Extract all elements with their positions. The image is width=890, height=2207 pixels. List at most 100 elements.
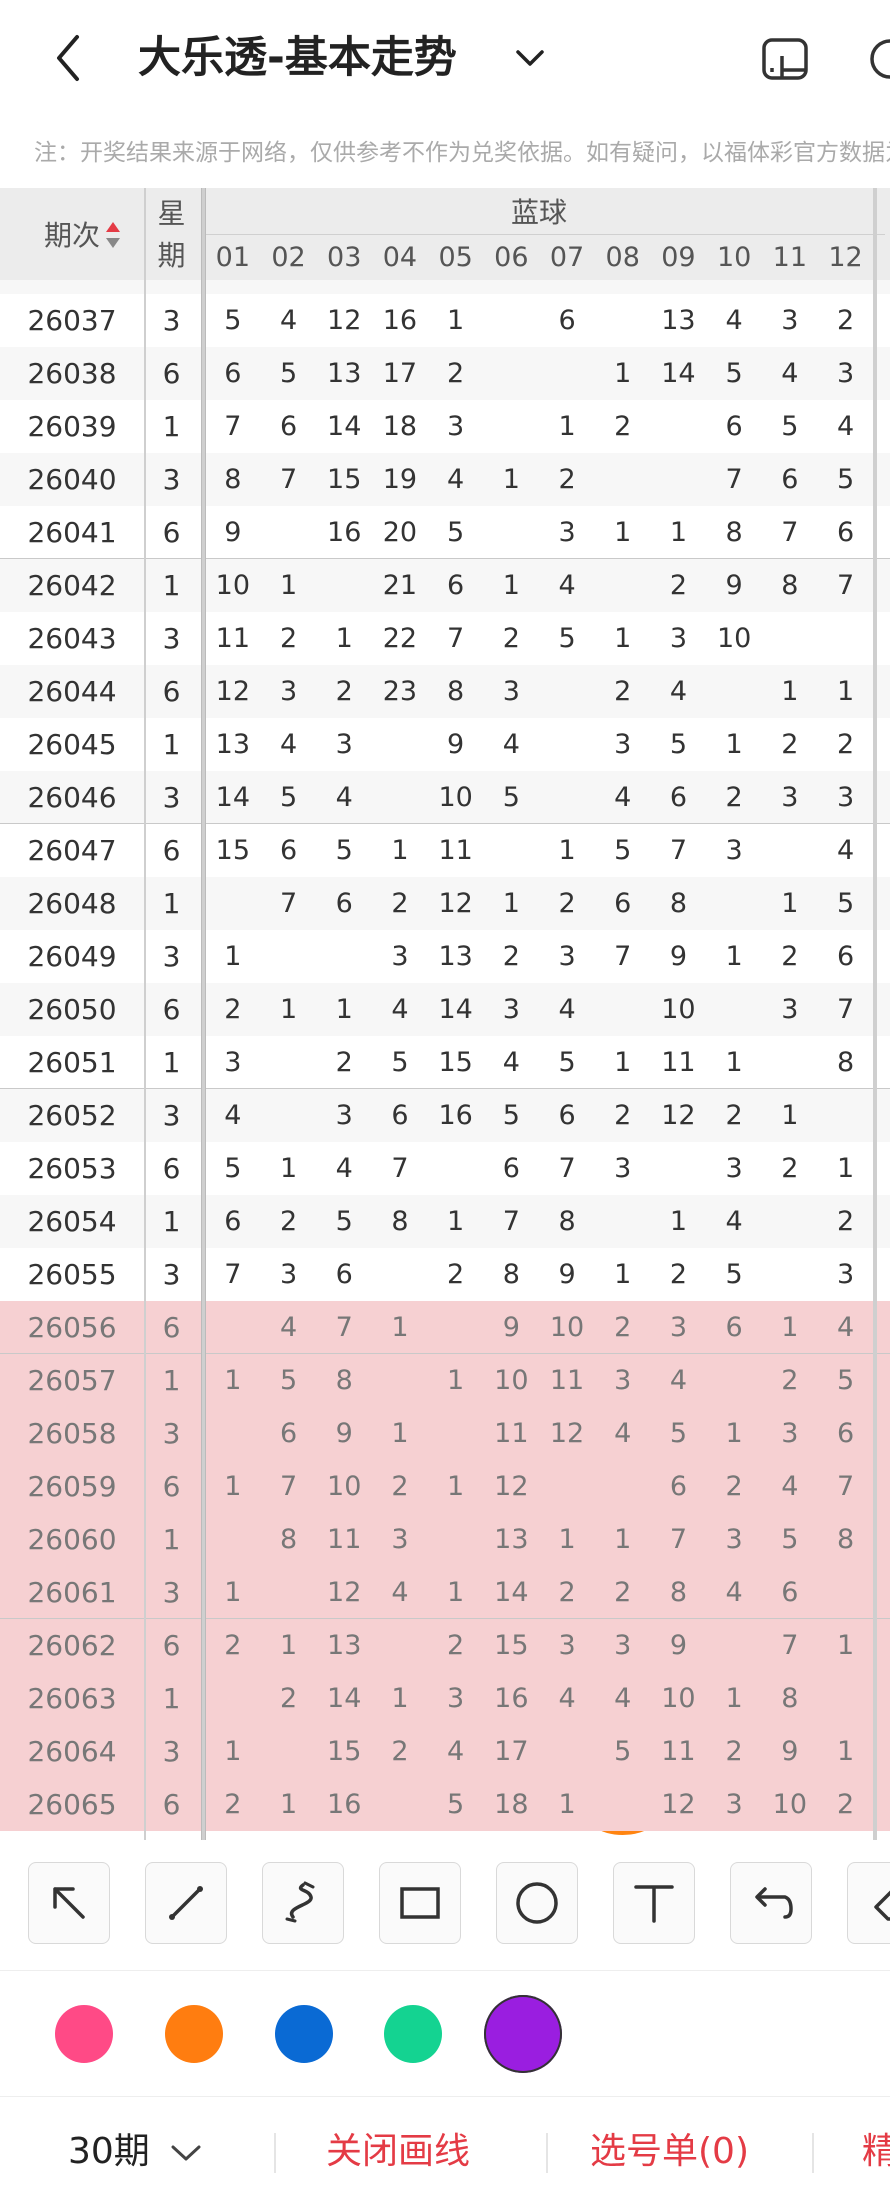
miss-count-cell: 6 [391, 1100, 409, 1131]
miss-count-cell: 1 [614, 623, 632, 654]
miss-count-cell: 2 [614, 1577, 632, 1608]
miss-count-cell: 7 [279, 1471, 298, 1502]
miss-count-cell: 21 [382, 570, 418, 601]
weekday-cell: 1 [162, 1046, 181, 1079]
miss-count-cell: 4 [502, 1047, 520, 1078]
miss-count-cell: 8 [781, 570, 799, 601]
miss-count-cell: 6 [279, 835, 298, 866]
column-header-12: 12 [828, 241, 863, 273]
miss-count-cell: 6 [836, 1418, 855, 1449]
color-swatch[interactable] [384, 2005, 442, 2063]
miss-count-cell: 2 [502, 941, 520, 972]
table-row [0, 771, 890, 824]
weekday-header-line1: 星 [157, 197, 186, 230]
miss-count-cell: 13 [215, 729, 251, 760]
miss-count-cell: 3 [224, 1047, 242, 1078]
miss-count-cell: 8 [725, 517, 743, 548]
table-row [0, 400, 890, 453]
title-dropdown-button[interactable] [512, 36, 548, 80]
color-swatch[interactable] [275, 2005, 333, 2063]
miss-count-cell: 1 [781, 1100, 799, 1131]
color-swatch[interactable] [484, 1995, 562, 2073]
miss-count-cell: 1 [224, 1471, 242, 1502]
miss-count-cell: 11 [661, 1047, 696, 1078]
period-cell: 26039 [27, 410, 117, 443]
color-swatch[interactable] [165, 2005, 223, 2063]
miss-count-cell: 3 [836, 358, 855, 389]
miss-count-cell: 6 [558, 1100, 576, 1131]
period-cell: 26037 [27, 304, 117, 337]
period-cell: 26056 [27, 1311, 117, 1344]
table-row [0, 294, 890, 347]
table-row [0, 1089, 890, 1142]
miss-count-cell: 1 [391, 1418, 409, 1449]
miss-count-cell: 1 [836, 676, 855, 707]
miss-count-cell: 4 [725, 305, 743, 336]
table-row [0, 1513, 890, 1566]
miss-count-cell: 2 [224, 994, 242, 1025]
selection-list-button[interactable]: 选号单(0) [590, 2131, 749, 2172]
weekday-cell: 3 [162, 781, 181, 814]
miss-count-cell: 3 [279, 1259, 298, 1290]
table-row [0, 930, 890, 983]
circle-tool-icon [516, 1882, 558, 1924]
miss-count-cell: 5 [725, 358, 743, 389]
miss-count-cell: 8 [391, 1206, 409, 1237]
miss-count-cell: 9 [335, 1418, 353, 1449]
sort-icon[interactable] [104, 220, 122, 250]
color-swatch[interactable] [55, 2005, 113, 2063]
miss-count-cell: 2 [224, 1630, 242, 1661]
miss-count-cell: 6 [781, 464, 799, 495]
circle-tool-button[interactable] [496, 1862, 578, 1944]
miss-count-cell: 1 [836, 1736, 855, 1767]
table-row [0, 1301, 890, 1354]
miss-count-cell: 5 [836, 1365, 855, 1396]
rectangle-tool-button[interactable] [379, 1862, 461, 1944]
grid-line [205, 234, 885, 235]
text-tool-button[interactable] [613, 1862, 695, 1944]
miss-count-cell: 1 [558, 835, 576, 866]
undo-tool-button[interactable] [730, 1862, 812, 1944]
miss-count-cell: 4 [279, 729, 298, 760]
more-circle-button[interactable] [862, 34, 890, 84]
miss-count-cell: 2 [836, 729, 855, 760]
miss-count-cell: 7 [558, 1153, 576, 1184]
column-header-08: 08 [605, 241, 640, 273]
miss-count-cell: 11 [327, 1524, 362, 1555]
layout-toggle-button[interactable] [758, 34, 814, 84]
weekday-header-line2: 期 [157, 239, 186, 272]
miss-count-cell: 5 [502, 1100, 520, 1131]
line-tool-button[interactable] [145, 1862, 227, 1944]
period-cell: 26059 [27, 1470, 117, 1503]
miss-count-cell: 2 [836, 1789, 855, 1820]
table-row [0, 1036, 890, 1089]
miss-count-cell: 2 [558, 1577, 576, 1608]
miss-count-cell: 8 [224, 464, 242, 495]
text-tool-icon [634, 1885, 674, 1923]
table-row [0, 347, 890, 400]
curve-tool-button[interactable] [262, 1862, 344, 1944]
miss-count-cell: 2 [725, 782, 743, 813]
arrow-tool-button[interactable] [28, 1862, 110, 1944]
miss-count-cell: 6 [725, 1312, 743, 1343]
miss-count-cell: 6 [614, 888, 632, 919]
chevron-down-icon [516, 50, 544, 66]
back-button[interactable] [48, 30, 88, 86]
table-row [0, 718, 890, 771]
grid-line [0, 1088, 890, 1089]
column-header-period: 期次 [44, 219, 101, 252]
miss-count-cell: 5 [836, 464, 855, 495]
weekday-cell: 3 [162, 1258, 181, 1291]
miss-count-cell: 4 [447, 464, 465, 495]
close-drawing-button[interactable]: 关闭画线 [326, 2131, 471, 2172]
period-cell: 26062 [27, 1629, 117, 1662]
more-button[interactable]: 精 [862, 2131, 890, 2172]
eraser-tool-button[interactable] [847, 1862, 890, 1944]
miss-count-cell: 2 [725, 1100, 743, 1131]
miss-count-cell: 4 [725, 1577, 743, 1608]
weekday-cell: 1 [162, 1364, 181, 1397]
miss-count-cell: 2 [614, 1312, 632, 1343]
period-select[interactable]: 30期 [68, 2097, 203, 2207]
weekday-cell: 6 [162, 1311, 181, 1344]
miss-count-cell: 7 [224, 1259, 242, 1290]
